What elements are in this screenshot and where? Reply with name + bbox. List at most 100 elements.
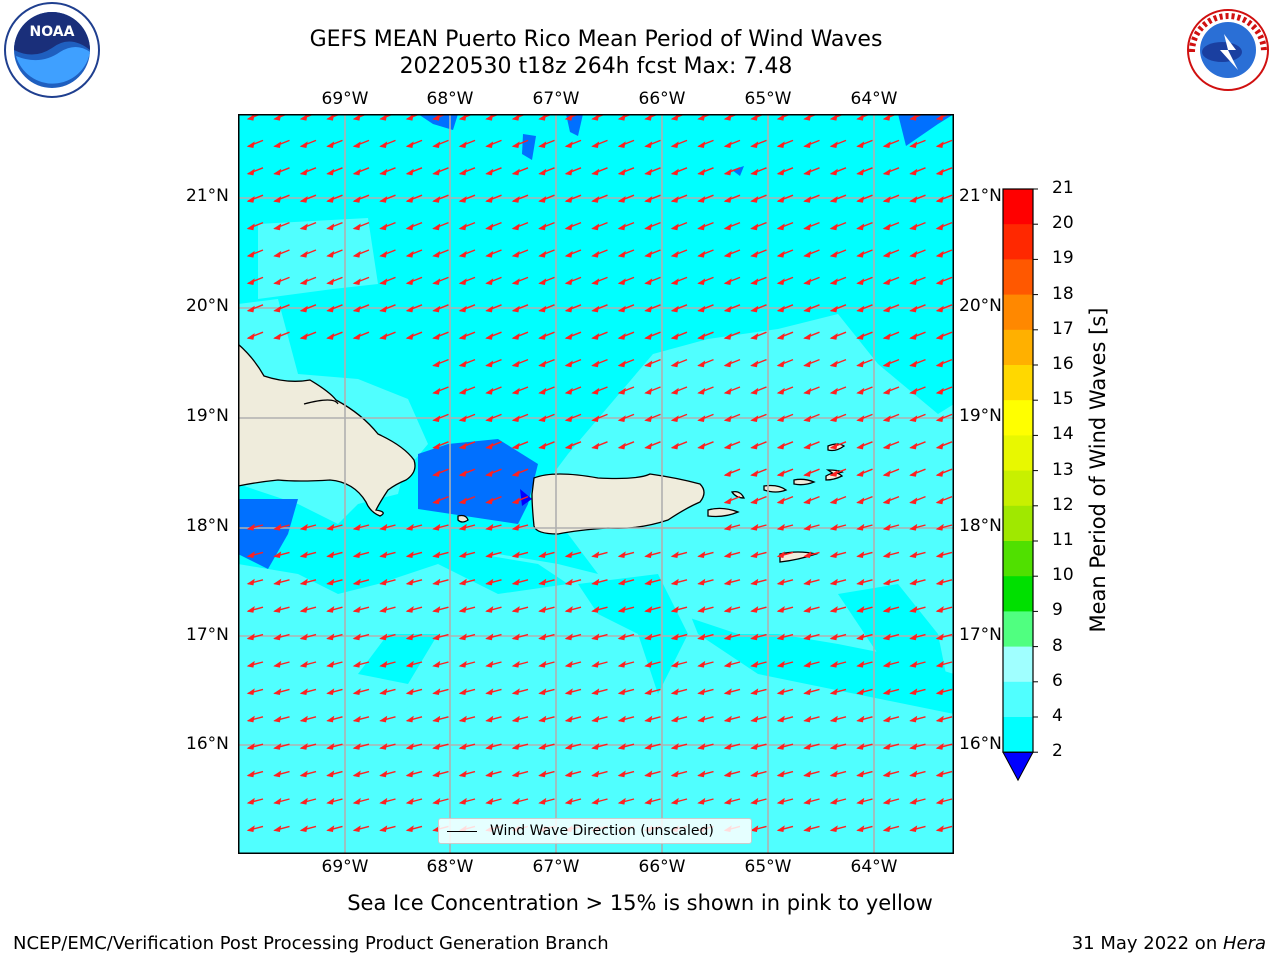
- lon-label-bottom: 68°W: [426, 857, 474, 877]
- wave-direction-arrowhead: [856, 825, 865, 832]
- lat-label-right: 18°N: [959, 516, 1002, 536]
- wave-direction-arrowhead: [326, 660, 335, 668]
- wave-direction-arrowhead: [432, 688, 441, 695]
- wave-direction-arrowhead: [352, 114, 361, 121]
- wave-direction-arrowhead: [326, 797, 335, 805]
- wave-direction-arrowhead: [803, 715, 812, 723]
- wave-direction-arrowhead: [246, 633, 255, 641]
- wave-direction-arrowhead: [538, 660, 547, 668]
- wave-direction-arrowhead: [485, 797, 494, 805]
- wave-direction-arrowhead: [829, 497, 838, 505]
- wave-direction-arrowhead: [299, 278, 308, 285]
- wave-direction-arrowhead: [935, 770, 944, 778]
- wave-direction-arrowhead: [379, 633, 388, 641]
- colorbar-tick-label: 18: [1052, 283, 1074, 304]
- wave-direction-arrowhead: [723, 797, 732, 805]
- wave-direction-arrowhead: [352, 551, 361, 558]
- wave-direction-arrowhead: [644, 278, 653, 285]
- lat-label-left: 21°N: [186, 186, 229, 206]
- wave-direction-arrowhead: [432, 223, 441, 231]
- wave-direction-arrowhead: [697, 333, 706, 340]
- wave-direction-arrowhead: [485, 305, 494, 313]
- wave-direction-arrowhead: [564, 305, 573, 313]
- wave-direction-arrowhead: [511, 223, 520, 231]
- wave-direction-arrowhead: [697, 141, 706, 148]
- wave-direction-arrowhead: [617, 223, 626, 231]
- wave-direction-arrowhead: [326, 633, 335, 641]
- wave-direction-arrowhead: [246, 551, 255, 558]
- wave-direction-arrowhead: [591, 278, 600, 285]
- wave-direction-arrowhead: [776, 333, 785, 340]
- wave-direction-arrowhead: [246, 223, 255, 231]
- wave-direction-arrowhead: [776, 415, 785, 422]
- wave-direction-arrowhead: [617, 442, 626, 450]
- wave-direction-arrowhead: [670, 387, 679, 395]
- wave-direction-arrowhead: [829, 442, 838, 450]
- wave-direction-arrowhead: [591, 387, 600, 395]
- wave-direction-arrowhead: [617, 114, 626, 121]
- wave-direction-arrowhead: [697, 305, 706, 313]
- wave-direction-arrowhead: [379, 333, 388, 340]
- wave-direction-arrowhead: [723, 523, 732, 531]
- map-legend: Wind Wave Direction (unscaled): [438, 818, 752, 844]
- wave-direction-arrowhead: [670, 715, 679, 723]
- wave-direction-arrowhead: [829, 305, 838, 313]
- wave-direction-arrowhead: [909, 250, 918, 258]
- wave-direction-arrowhead: [485, 223, 494, 231]
- wave-direction-arrowhead: [432, 250, 441, 258]
- wave-direction-arrowhead: [935, 688, 944, 695]
- wave-direction-arrowhead: [617, 415, 626, 422]
- wave-direction-arrowhead: [352, 141, 361, 148]
- wave-direction-arrowhead: [485, 551, 494, 558]
- wave-direction-arrowhead: [458, 114, 467, 121]
- wave-direction-arrowhead: [538, 141, 547, 148]
- wave-direction-arrowhead: [617, 141, 626, 148]
- wave-direction-arrowhead: [644, 387, 653, 395]
- wave-direction-arrowhead: [882, 360, 891, 368]
- colorbar-title: Mean Period of Wind Waves [s]: [1086, 307, 1110, 633]
- wave-direction-arrowhead: [670, 797, 679, 805]
- wave-direction-arrowhead: [511, 470, 520, 477]
- wave-direction-arrowhead: [723, 333, 732, 340]
- wave-direction-arrowhead: [803, 523, 812, 531]
- wave-direction-arrowhead: [776, 497, 785, 505]
- wave-direction-arrowhead: [273, 825, 282, 832]
- wave-direction-arrowhead: [538, 715, 547, 723]
- wave-direction-arrowhead: [776, 606, 785, 613]
- wave-direction-arrowhead: [511, 633, 520, 641]
- wave-direction-arrowhead: [670, 223, 679, 231]
- wave-direction-arrowhead: [432, 633, 441, 641]
- wave-direction-arrowhead: [803, 578, 812, 586]
- wave-direction-arrowhead: [432, 360, 441, 368]
- wave-direction-arrowhead: [379, 825, 388, 832]
- wave-direction-arrowhead: [935, 633, 944, 641]
- wave-direction-arrowhead: [591, 578, 600, 586]
- wave-direction-arrowhead: [697, 223, 706, 231]
- wave-direction-arrowhead: [776, 660, 785, 668]
- wave-direction-arrowhead: [803, 333, 812, 340]
- wave-direction-arrowhead: [405, 250, 414, 258]
- wave-direction-arrowhead: [379, 660, 388, 668]
- wave-direction-arrowhead: [644, 797, 653, 805]
- wave-direction-arrowhead: [750, 141, 759, 148]
- wave-direction-arrowhead: [246, 114, 255, 121]
- wave-direction-arrowhead: [458, 305, 467, 313]
- wave-direction-arrowhead: [909, 578, 918, 586]
- wave-direction-arrowhead: [750, 360, 759, 368]
- wave-direction-arrowhead: [803, 606, 812, 613]
- wave-direction-arrowhead: [432, 141, 441, 148]
- wave-direction-arrowhead: [776, 825, 785, 832]
- wave-direction-arrowhead: [564, 660, 573, 668]
- period-2-4-region: [238, 114, 954, 569]
- wave-direction-arrowhead: [776, 114, 785, 121]
- wave-direction-arrowhead: [882, 633, 891, 641]
- wave-direction-arrowhead: [723, 278, 732, 285]
- wave-direction-arrowhead: [670, 114, 679, 121]
- wave-direction-arrowhead: [432, 333, 441, 340]
- wave-direction-arrowhead: [273, 114, 282, 121]
- wave-direction-arrowhead: [803, 305, 812, 313]
- wave-direction-arrowhead: [697, 360, 706, 368]
- wave-direction-arrowhead: [485, 606, 494, 613]
- wave-direction-arrowhead: [829, 333, 838, 340]
- wave-direction-arrowhead: [379, 688, 388, 695]
